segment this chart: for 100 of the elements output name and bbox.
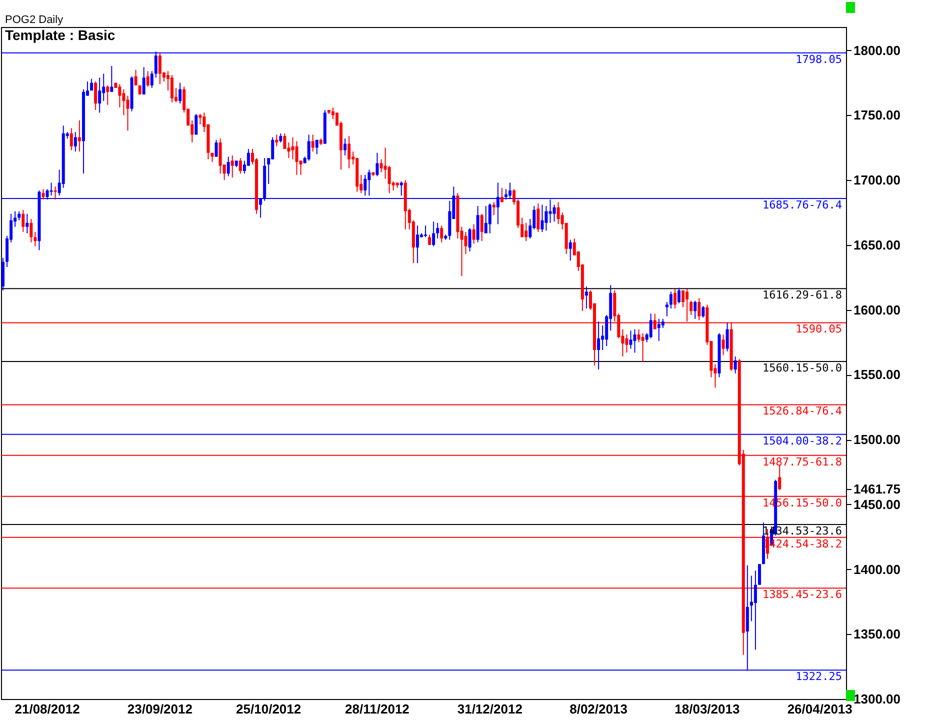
candlestick <box>682 290 685 308</box>
candlestick <box>424 224 428 238</box>
candlestick <box>436 222 440 239</box>
y-tick-label: 1500.00 <box>854 432 900 448</box>
candlestick <box>468 228 472 252</box>
ref-line-label: 1526.84-76.4 <box>762 404 842 418</box>
x-tick-label: 18/03/2013 <box>674 702 740 716</box>
candlestick <box>488 202 492 234</box>
candlestick <box>556 202 560 225</box>
x-tick-label: 23/09/2012 <box>127 702 192 716</box>
candlestick <box>380 158 383 173</box>
x-tick-label: 26/04/2013 <box>787 702 852 716</box>
candlestick <box>629 330 632 350</box>
x-tick-label: 8/02/2013 <box>570 702 628 716</box>
candlestick <box>750 575 753 622</box>
candlestick <box>226 156 230 177</box>
candlestick <box>54 186 57 200</box>
candlestick <box>637 328 640 343</box>
candlestick <box>311 134 314 152</box>
y-tick-label: 1450.00 <box>854 496 900 512</box>
candlestick <box>106 84 110 106</box>
ref-line-label: 1685.76-76.4 <box>762 198 842 212</box>
x-tick-label: 21/08/2012 <box>14 702 80 716</box>
candlestick <box>416 224 419 264</box>
candlestick <box>275 134 278 147</box>
y-tick-label: 1700.00 <box>854 172 900 188</box>
candlestick <box>74 132 77 152</box>
candlestick <box>344 138 347 156</box>
candlestick <box>754 570 757 650</box>
candlestick <box>665 302 668 317</box>
candlestick <box>315 139 318 155</box>
candlestick <box>283 132 286 150</box>
y-tick-label: 1550.00 <box>854 367 900 382</box>
candlestick <box>126 95 130 132</box>
candlestick <box>230 154 234 178</box>
candlestick <box>584 286 588 310</box>
candlestick <box>661 318 664 328</box>
candlestick <box>464 231 468 255</box>
candlestick <box>702 305 705 318</box>
y-tick-label: 1461.75 <box>854 482 900 497</box>
candlestick <box>368 169 371 196</box>
candlestick <box>279 132 282 143</box>
candlestick <box>440 224 444 243</box>
ref-line-label: 1385.45-23.6 <box>762 588 842 602</box>
candlestick <box>30 218 33 243</box>
ref-line-label: 1322.25 <box>796 670 842 684</box>
candlestick <box>726 322 729 352</box>
candlestick <box>122 88 126 116</box>
candlestick <box>118 84 122 108</box>
candlestick <box>633 328 636 354</box>
candlestick <box>214 139 218 158</box>
candlestick <box>734 356 737 374</box>
candlestick <box>42 188 45 200</box>
candlestick <box>50 182 53 196</box>
x-tick-label: 28/11/2012 <box>345 702 410 716</box>
x-tick-label: 31/12/2012 <box>457 702 522 716</box>
ref-line-label: 1616.29-61.8 <box>762 288 842 302</box>
candlestick <box>22 209 25 232</box>
x-tick-label: 25/10/2012 <box>236 702 302 716</box>
candlestick <box>669 291 672 310</box>
ref-line-label: 1487.75-61.8 <box>762 455 842 468</box>
y-tick-label: 1800.00 <box>854 42 900 58</box>
candlestick <box>218 138 222 174</box>
candlestick <box>536 202 540 232</box>
candlestick <box>178 82 182 104</box>
candlestick <box>400 180 403 196</box>
candlestick <box>657 318 660 342</box>
candlestick <box>778 464 782 491</box>
candlestick <box>238 158 242 174</box>
candlestick <box>568 239 572 262</box>
y-tick-label: 1750.00 <box>854 108 900 123</box>
candlestick <box>307 134 310 162</box>
candlestick <box>540 204 544 232</box>
candlestick <box>641 332 644 362</box>
y-tick-label: 1400.00 <box>854 562 900 577</box>
ref-line-label: 1798.05 <box>796 52 842 66</box>
candlestick <box>102 73 106 102</box>
candlestick <box>428 234 432 246</box>
y-tick-label: 1300.00 <box>854 692 900 706</box>
y-tick-label: 1650.00 <box>854 237 900 252</box>
candlestick <box>198 113 202 125</box>
candlestick <box>94 80 98 111</box>
candlestick <box>432 221 436 247</box>
chart-subtitle: Template : Basic <box>5 27 116 43</box>
candlestick <box>98 77 102 114</box>
candlestick <box>500 187 504 203</box>
candlestick <box>34 231 37 247</box>
candlestick <box>524 222 528 242</box>
candlestick <box>492 202 496 216</box>
candlestick <box>597 320 600 370</box>
candlestick <box>364 174 367 196</box>
candlestick <box>552 204 556 222</box>
candlestick <box>295 140 298 176</box>
candlestick <box>110 65 114 92</box>
ref-line-label: 1590.05 <box>796 322 842 336</box>
y-tick-label: 1350.00 <box>854 626 900 642</box>
chart-title: POG2 Daily <box>5 14 64 26</box>
candlestick <box>625 334 628 354</box>
y-tick-label: 1600.00 <box>854 302 900 318</box>
candlestick <box>376 152 379 177</box>
